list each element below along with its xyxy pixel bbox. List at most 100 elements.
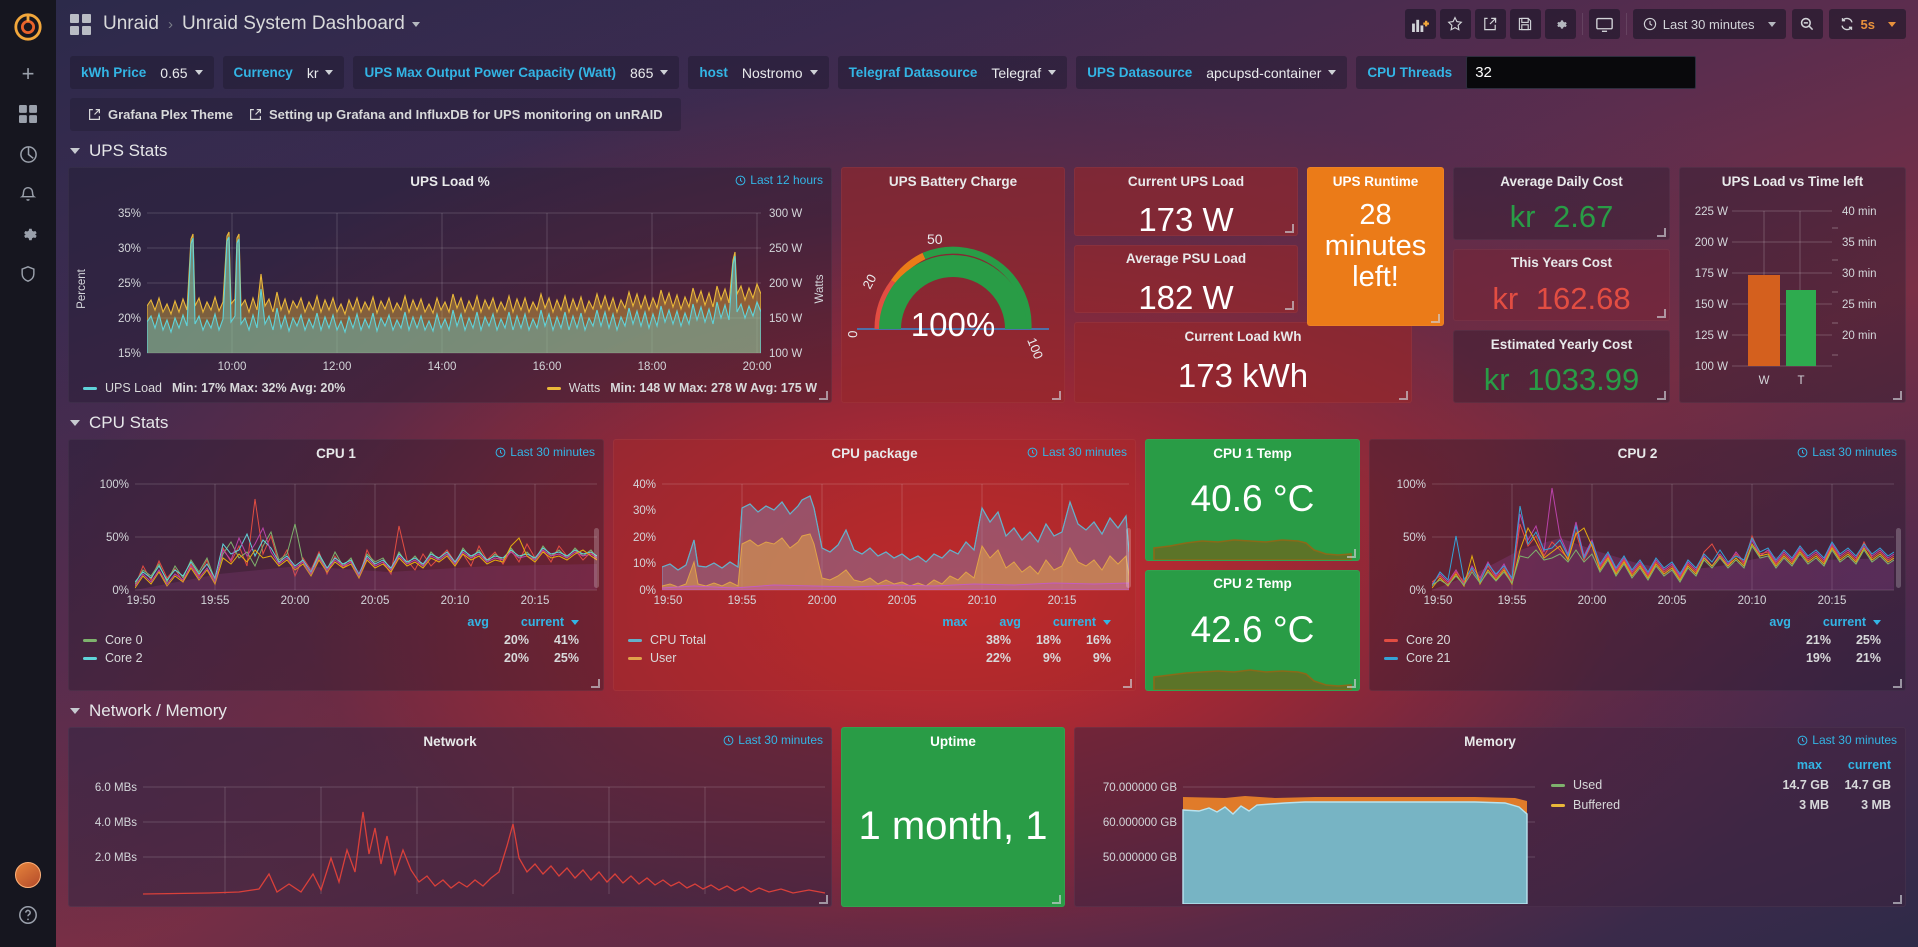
legend-item[interactable]: Core 20 21% 25% xyxy=(1384,633,1881,647)
chevron-down-icon[interactable] xyxy=(411,21,420,27)
panel-title[interactable]: CPU 2 Temp xyxy=(1213,576,1292,591)
tv-mode-button[interactable] xyxy=(1588,9,1620,39)
dashboards-icon[interactable] xyxy=(0,94,56,134)
variable-cpu-threads[interactable]: CPU Threads xyxy=(1356,56,1697,89)
legend-column-avg[interactable]: avg xyxy=(999,615,1021,629)
panel-resize-handle[interactable] xyxy=(1893,895,1903,905)
legend-item[interactable]: User 22% 9% 9% xyxy=(628,651,1111,665)
zoom-out-time-button[interactable] xyxy=(1791,9,1823,39)
share-dashboard-button[interactable] xyxy=(1474,9,1506,39)
panel-title[interactable]: Average PSU Load xyxy=(1125,251,1247,267)
panel-resize-handle[interactable] xyxy=(1657,309,1667,319)
configuration-gear-icon[interactable] xyxy=(0,214,56,254)
refresh-button[interactable]: 5s xyxy=(1828,9,1906,39)
grafana-logo-icon[interactable] xyxy=(0,0,56,54)
panel-resize-handle[interactable] xyxy=(819,391,829,401)
panel-resize-handle[interactable] xyxy=(1893,679,1903,689)
cpu-threads-input[interactable] xyxy=(1466,56,1697,89)
panel-resize-handle[interactable] xyxy=(1347,679,1357,689)
panel-resize-handle[interactable] xyxy=(1893,391,1903,401)
chevron-down-icon[interactable] xyxy=(70,708,80,714)
panel-title[interactable]: CPU 1 xyxy=(316,445,356,461)
star-dashboard-button[interactable] xyxy=(1439,9,1471,39)
panel-title[interactable]: UPS Battery Charge xyxy=(888,173,1018,189)
legend-scrollbar[interactable] xyxy=(1126,528,1131,588)
variable-host[interactable]: host Nostromo xyxy=(688,56,829,89)
alerting-bell-icon[interactable] xyxy=(0,174,56,214)
variable-kwh-price[interactable]: kWh Price 0.65 xyxy=(70,56,214,89)
variable-currency[interactable]: Currency kr xyxy=(222,56,345,89)
panel-resize-handle[interactable] xyxy=(1657,391,1667,401)
panel-time-range[interactable]: Last 30 minutes xyxy=(1797,733,1897,747)
panel-title[interactable]: CPU 2 xyxy=(1617,445,1658,461)
chevron-down-icon[interactable] xyxy=(70,420,80,426)
panel-resize-handle[interactable] xyxy=(1123,679,1133,689)
dashboard-settings-button[interactable] xyxy=(1544,9,1576,39)
legend-column-max[interactable]: max xyxy=(1796,758,1822,772)
dashboard-link-grafana-plex-theme[interactable]: Grafana Plex Theme xyxy=(80,104,241,125)
create-icon[interactable]: + xyxy=(21,61,35,86)
legend-scrollbar[interactable] xyxy=(594,528,599,588)
legend-column-current[interactable]: current xyxy=(1053,615,1111,629)
panel-title[interactable]: UPS Runtime xyxy=(1332,173,1419,189)
legend-item[interactable]: Buffered 3 MB 3 MB xyxy=(1551,798,1891,812)
legend-item[interactable]: Used 14.7 GB 14.7 GB xyxy=(1551,778,1891,792)
panel-title[interactable]: Network xyxy=(423,733,477,749)
row-header-ups-stats[interactable]: UPS Stats xyxy=(56,131,1918,167)
panel-title[interactable]: Uptime xyxy=(930,733,976,749)
save-dashboard-button[interactable] xyxy=(1509,9,1541,39)
panel-title[interactable]: Current Load kWh xyxy=(1184,328,1302,344)
page-title[interactable]: Unraid System Dashboard xyxy=(181,13,405,34)
legend-column-current[interactable]: current xyxy=(1847,758,1891,772)
panel-title[interactable]: CPU package xyxy=(831,445,918,461)
explore-icon[interactable] xyxy=(0,134,56,174)
time-range-picker[interactable]: Last 30 minutes xyxy=(1632,9,1786,39)
panel-resize-handle[interactable] xyxy=(1347,548,1357,559)
panel-title[interactable]: CPU 1 Temp xyxy=(1213,445,1292,461)
legend-item[interactable]: UPS Load Min: 17% Max: 32% Avg: 20% xyxy=(83,381,345,395)
add-panel-button[interactable] xyxy=(1404,9,1436,39)
legend-item[interactable]: Core 2 20% 25% xyxy=(83,651,579,665)
panel-title[interactable]: Estimated Yearly Cost xyxy=(1490,336,1633,352)
variable-ups-max-output-power-capacity[interactable]: UPS Max Output Power Capacity (Watt) 865 xyxy=(353,56,680,89)
legend-item[interactable]: Core 0 20% 41% xyxy=(83,633,579,647)
legend-column-current[interactable]: current xyxy=(1823,615,1881,629)
panel-time-range[interactable]: Last 30 minutes xyxy=(495,445,595,459)
panel-time-range[interactable]: Last 12 hours xyxy=(735,173,823,187)
panel-resize-handle[interactable] xyxy=(1052,895,1062,905)
row-header-cpu-stats[interactable]: CPU Stats xyxy=(56,403,1918,439)
legend-column-max[interactable]: max xyxy=(942,615,968,629)
breadcrumb-folder[interactable]: Unraid xyxy=(103,13,159,34)
dashboard-link-ups-monitoring-guide[interactable]: Setting up Grafana and InfluxDB for UPS … xyxy=(241,104,671,125)
panel-resize-handle[interactable] xyxy=(1285,301,1295,311)
legend-scrollbar[interactable] xyxy=(1896,528,1901,588)
panel-time-range[interactable]: Last 30 minutes xyxy=(1797,445,1897,459)
shield-server-admin-icon[interactable] xyxy=(0,254,56,294)
panel-resize-handle[interactable] xyxy=(1285,223,1295,234)
legend-column-current[interactable]: current xyxy=(521,615,579,629)
variable-ups-datasource[interactable]: UPS Datasource apcupsd-container xyxy=(1076,56,1348,89)
panel-resize-handle[interactable] xyxy=(819,895,829,905)
user-avatar[interactable] xyxy=(0,855,56,895)
legend-column-avg[interactable]: avg xyxy=(1769,615,1791,629)
panel-time-range[interactable]: Last 30 minutes xyxy=(723,733,823,747)
panel-resize-handle[interactable] xyxy=(1431,314,1441,324)
chevron-down-icon[interactable] xyxy=(70,148,80,154)
panel-resize-handle[interactable] xyxy=(1657,227,1667,238)
panel-resize-handle[interactable] xyxy=(1052,391,1062,401)
panel-title[interactable]: UPS Load % xyxy=(410,173,490,189)
legend-item[interactable]: Core 21 19% 21% xyxy=(1384,651,1881,665)
legend-column-avg[interactable]: avg xyxy=(467,615,489,629)
panel-title[interactable]: This Years Cost xyxy=(1510,255,1613,271)
panel-title[interactable]: UPS Load vs Time left xyxy=(1721,173,1864,189)
legend-item[interactable]: CPU Total 38% 18% 16% xyxy=(628,633,1111,647)
panel-title[interactable]: Average Daily Cost xyxy=(1500,173,1623,189)
panel-time-range[interactable]: Last 30 minutes xyxy=(1027,445,1127,459)
panel-title[interactable]: Memory xyxy=(1464,733,1516,749)
panel-title[interactable]: Current UPS Load xyxy=(1127,173,1245,189)
legend-item[interactable]: Watts Min: 148 W Max: 278 W Avg: 175 W xyxy=(546,381,817,395)
panel-resize-handle[interactable] xyxy=(591,679,601,689)
help-icon[interactable] xyxy=(0,895,56,935)
variable-telegraf-datasource[interactable]: Telegraf Datasource Telegraf xyxy=(837,56,1068,89)
row-header-network-memory[interactable]: Network / Memory xyxy=(56,691,1918,727)
